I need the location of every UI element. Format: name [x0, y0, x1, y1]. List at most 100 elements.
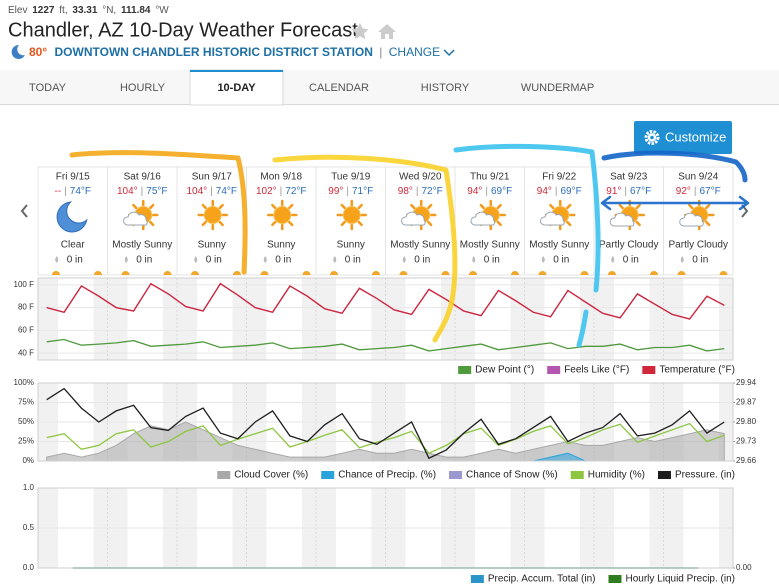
day-card[interactable]: Fri 9/15 -- | 74°F Clear 0 in: [37, 166, 108, 276]
legend-label[interactable]: Precip. Accum. Total (in): [488, 574, 596, 585]
favorite-star[interactable]: [351, 23, 369, 40]
legend-swatch[interactable]: [657, 471, 671, 479]
sun-ray: [340, 220, 346, 227]
legend-label[interactable]: Pressure. (in): [675, 470, 735, 481]
tab[interactable]: TODAY: [29, 82, 67, 94]
tab-bar: [0, 70, 779, 105]
y2-tick-label: 29.66: [736, 456, 757, 465]
sun-ray: [496, 220, 502, 227]
y-tick-label: 40 F: [18, 348, 34, 357]
customize-label[interactable]: Customize: [665, 129, 726, 144]
precip: 0 in: [206, 255, 222, 266]
hi-lo: 99° | 71°F: [328, 186, 373, 197]
hi-temp: --: [54, 186, 61, 197]
hi-temp: 94°: [537, 186, 552, 197]
tab[interactable]: HOURLY: [120, 82, 166, 94]
day-date: Sun 9/17: [192, 172, 232, 183]
sun-ray: [201, 220, 207, 227]
lo-temp: 74°F: [216, 186, 237, 197]
legend-swatch[interactable]: [642, 366, 656, 374]
sun-ray: [149, 203, 155, 210]
lo-temp: 69°F: [491, 186, 512, 197]
sun-ray: [340, 203, 346, 210]
hi-lo-separator: |: [346, 186, 349, 197]
legend-swatch[interactable]: [547, 366, 561, 374]
station-name[interactable]: DOWNTOWN CHANDLER HISTORIC DISTRICT STAT…: [55, 45, 373, 59]
hi-temp: 102°: [256, 186, 277, 197]
day-card[interactable]: Sat 9/23 91° | 67°F Partly Cloudy 0 in: [593, 166, 664, 276]
day-card[interactable]: Sat 9/16 104° | 75°F Mostly Sunny 0 in: [107, 166, 178, 276]
lo-temp: 67°F: [700, 186, 721, 197]
day-card[interactable]: Fri 9/22 94° | 69°F Mostly Sunny 0 in: [524, 166, 595, 276]
legend-label[interactable]: Chance of Precip. (%): [338, 470, 436, 481]
cloud: [123, 211, 148, 226]
day-card[interactable]: Mon 9/18 102° | 72°F Sunny 0 in: [246, 166, 317, 276]
precip: 0 in: [67, 255, 83, 266]
lo-temp: 72°F: [422, 186, 443, 197]
legend-label[interactable]: Feels Like (°F): [564, 365, 629, 376]
day-date: Fri 9/15: [56, 172, 90, 183]
dark-blue-scribble: [601, 150, 748, 183]
legend-swatch[interactable]: [608, 575, 622, 583]
legend-label[interactable]: Dew Point (°): [475, 365, 534, 376]
condition: Mostly Sunny: [112, 240, 172, 251]
customize-button[interactable]: [634, 121, 732, 154]
drop-icon: [55, 256, 59, 263]
legend-swatch[interactable]: [321, 471, 335, 479]
tab[interactable]: 10-DAY: [217, 82, 256, 94]
active-tab[interactable]: [189, 69, 284, 106]
hi-lo: 98° | 72°F: [398, 186, 443, 197]
change-chevron[interactable]: [443, 49, 455, 57]
day-card[interactable]: Sun 9/24 92° | 67°F Partly Cloudy 0 in: [663, 166, 734, 276]
legend-label[interactable]: Cloud Cover (%): [234, 470, 308, 481]
legend-label[interactable]: Humidity (%): [588, 470, 645, 481]
cloud: [679, 212, 704, 227]
tab[interactable]: WUNDERMAP: [521, 82, 594, 94]
legend-swatch[interactable]: [449, 471, 463, 479]
cloud: [401, 211, 426, 226]
lon: 111.84: [121, 5, 151, 16]
legend-swatch[interactable]: [570, 471, 584, 479]
hi-temp: 98°: [398, 186, 413, 197]
precip: 0 in: [484, 255, 500, 266]
condition: Sunny: [337, 240, 365, 251]
hi-temp: 94°: [467, 186, 482, 197]
precip: 0 in: [692, 255, 708, 266]
prev-arrow[interactable]: [20, 204, 28, 218]
sun-ray: [705, 220, 711, 227]
day-card[interactable]: Wed 9/20 98° | 72°F Mostly Sunny 0 in: [385, 166, 456, 276]
sunrise-icon: [121, 271, 172, 275]
legend-swatch[interactable]: [470, 575, 484, 583]
y-tick-label: 50%: [18, 417, 34, 426]
sun-ray: [132, 203, 138, 210]
legend-swatch[interactable]: [458, 366, 472, 374]
change-link[interactable]: CHANGE: [389, 45, 440, 59]
home-icon[interactable]: [378, 24, 396, 39]
day-card[interactable]: Tue 9/19 99° | 71°F Sunny 0 in: [315, 166, 386, 276]
hi-lo-separator: |: [555, 186, 558, 197]
precip: 0 in: [414, 255, 430, 266]
precip: 0 in: [275, 255, 291, 266]
y-tick-label: 1.0: [23, 483, 35, 492]
charts: 100 F 80 F 60 F 40 F Temperature (°F) Feels L…: [14, 277, 757, 585]
day-card[interactable]: Sun 9/17 104° | 74°F Sunny 0 in: [176, 166, 247, 276]
y2-tick-label: 29.94: [736, 378, 757, 387]
legend-swatch[interactable]: [217, 471, 231, 479]
hi-lo: 91° | 67°F: [606, 186, 651, 197]
hi-lo: 94° | 69°F: [537, 186, 582, 197]
day-card[interactable]: Thu 9/21 94° | 69°F Mostly Sunny 0 in: [454, 166, 525, 276]
hi-lo-separator: |: [416, 186, 419, 197]
legend-label[interactable]: Chance of Snow (%): [466, 470, 558, 481]
elev-unit: ft,: [59, 5, 67, 16]
y-tick-label: 80 F: [18, 303, 34, 312]
legend-label[interactable]: Hourly Liquid Precip. (in): [626, 574, 736, 585]
condition: Mostly Sunny: [390, 240, 450, 251]
legend-label[interactable]: Temperature (°F): [659, 365, 735, 376]
tab[interactable]: CALENDAR: [309, 82, 369, 94]
sun-ray: [149, 220, 155, 227]
tab[interactable]: HISTORY: [421, 82, 470, 94]
page-title: Chandler, AZ 10-Day Weather Forecast: [8, 19, 358, 41]
hi-temp: 104°: [117, 186, 138, 197]
